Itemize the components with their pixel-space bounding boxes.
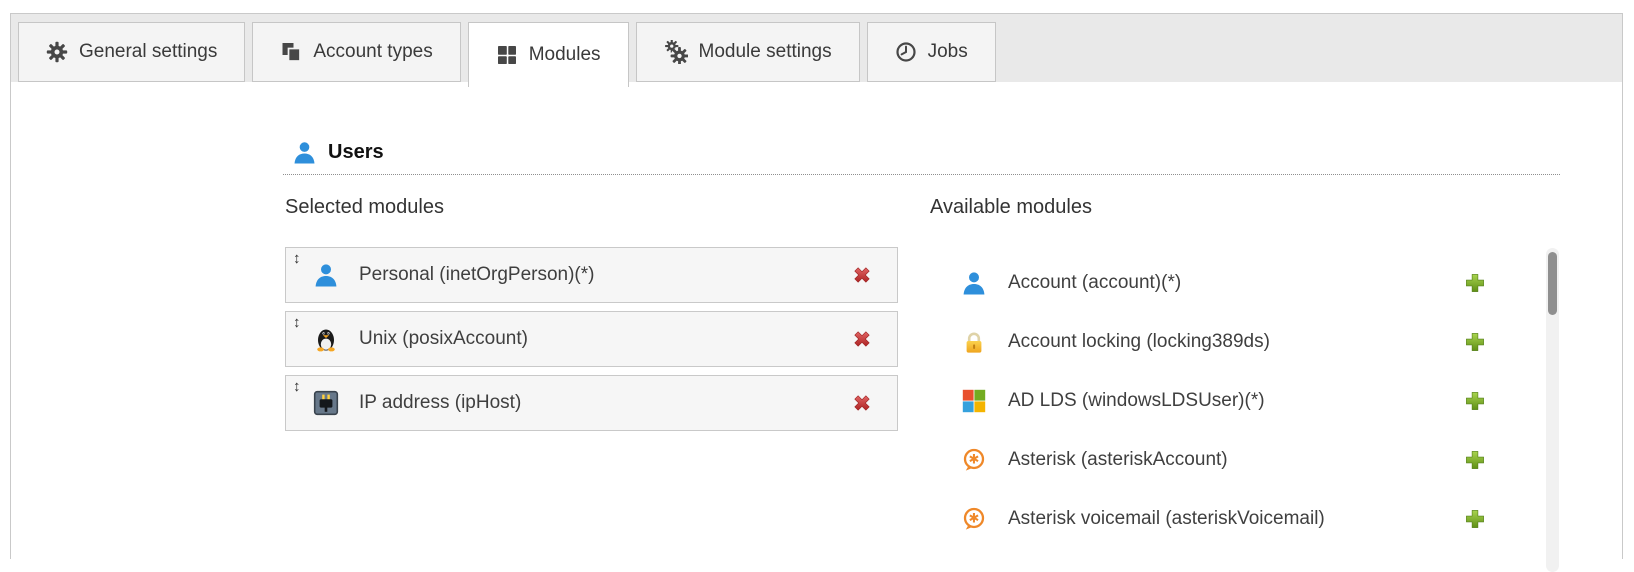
scrollbar[interactable] [1546,248,1559,572]
padlock-icon [966,332,982,353]
tab-module-settings[interactable]: Module settings [635,22,860,82]
add-module-button[interactable] [1463,448,1487,472]
tab-label: General settings [79,41,218,62]
remove-module-button[interactable] [850,391,874,415]
grid-icon [497,46,516,64]
user-icon [315,264,337,287]
tab-label: Jobs [927,41,968,62]
module-label: Account locking (locking389ds) [1008,331,1270,352]
selected-module-row[interactable]: ↕ Unix (posixAccount) [285,311,898,367]
selected-module-row[interactable]: ↕ IP address (ipHost) [285,375,898,431]
section-title: Users [328,141,384,163]
tab-modules[interactable]: Modules [467,22,629,87]
drag-handle[interactable]: ↕ [293,378,301,395]
available-module-row: ✱ Asterisk voicemail (asteriskVoicemail) [951,504,1531,534]
svg-text:✱: ✱ [969,512,980,527]
users-section-heading: Users [283,131,1560,175]
add-module-button[interactable] [1463,389,1487,413]
module-label: AD LDS (windowsLDSUser)(*) [1008,390,1265,411]
add-module-button[interactable] [1463,271,1487,295]
asterisk-icon: ✱ [963,448,985,471]
tab-label: Account types [313,41,433,62]
module-label: IP address (ipHost) [359,392,522,413]
add-module-button[interactable] [1463,507,1487,531]
gears-icon [664,40,688,64]
scrollbar-thumb[interactable] [1548,252,1557,315]
user-icon [963,272,985,295]
copy-icon [282,43,302,62]
add-module-button[interactable] [1463,330,1487,354]
user-icon [294,142,315,164]
selected-module-row[interactable]: ↕ Personal (inetOrgPerson)(*) [285,247,898,303]
settings-panel: General settings Account types Modules [10,13,1623,572]
tab-label: Module settings [698,41,832,62]
asterisk-icon: ✱ [963,507,985,530]
tux-icon [317,329,335,352]
remove-module-button[interactable] [850,263,874,287]
available-module-row: ✱ Asterisk (asteriskAccount) [951,445,1531,475]
drag-handle[interactable]: ↕ [293,250,301,267]
drag-handle[interactable]: ↕ [293,314,301,331]
available-module-row: Account (account)(*) [951,268,1531,298]
module-label: Unix (posixAccount) [359,328,528,349]
tab-general-settings[interactable]: General settings [18,22,246,82]
tab-bar: General settings Account types Modules [18,22,996,87]
module-label: Asterisk (asteriskAccount) [1008,449,1228,470]
gear-icon [46,41,68,63]
selected-modules-heading: Selected modules [285,196,444,218]
module-label: Account (account)(*) [1008,272,1182,293]
module-label: Personal (inetOrgPerson)(*) [359,264,595,285]
available-module-row: AD LDS (windowsLDSUser)(*) [951,386,1531,416]
tab-label: Modules [528,44,601,65]
tab-account-types[interactable]: Account types [252,22,461,82]
windows-squares-icon [962,389,986,413]
module-label: Asterisk voicemail (asteriskVoicemail) [1008,508,1325,529]
available-module-row: Account locking (locking389ds) [951,327,1531,357]
clock-icon [896,42,916,62]
remove-module-button[interactable] [850,327,874,351]
tab-jobs[interactable]: Jobs [866,22,996,82]
svg-text:✱: ✱ [969,453,980,468]
network-plug-icon [313,390,339,416]
available-modules-heading: Available modules [930,196,1092,218]
